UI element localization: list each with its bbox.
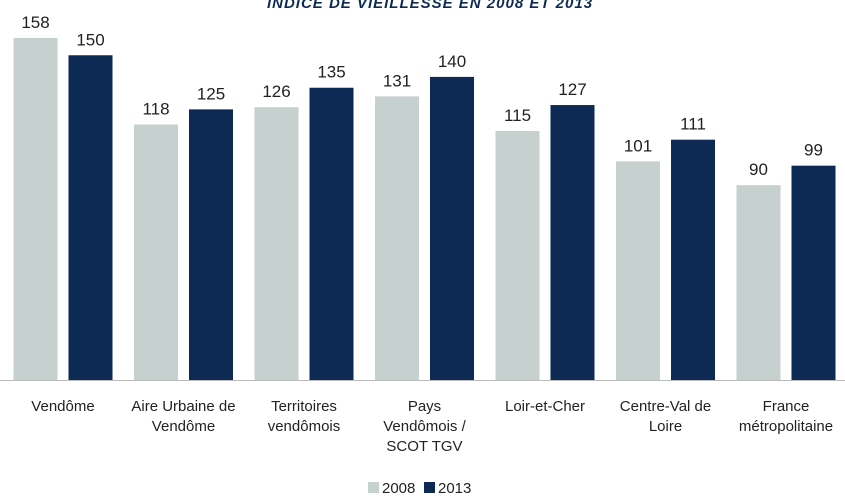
x-tick-label: Loir-et-Cher (504, 398, 586, 415)
bar (495, 131, 540, 380)
legend-swatch (368, 482, 379, 493)
chart-title: INDICE DE VIEILLESSE EN 2008 ET 2013 (267, 0, 593, 12)
x-tick-label: France métropolitaine (738, 398, 834, 435)
x-tick-label: Centre-Val de Loire (619, 398, 712, 435)
bar (550, 105, 595, 381)
bar (189, 109, 233, 380)
legend-swatch (424, 482, 435, 493)
bar (430, 76, 474, 381)
value-label: 131 (383, 71, 411, 90)
value-label: 99 (804, 141, 823, 160)
x-tick-label: Pays Vendômois / SCOT TGV (383, 398, 466, 455)
value-label: 150 (76, 30, 104, 49)
value-label: 90 (749, 160, 768, 179)
bar (254, 107, 299, 381)
bar (791, 165, 836, 380)
bar (375, 96, 419, 380)
value-label: 111 (680, 115, 706, 134)
value-label: 135 (317, 63, 345, 82)
bar (616, 161, 660, 380)
bar (68, 55, 113, 380)
value-label: 126 (262, 82, 290, 101)
value-label: 101 (624, 136, 652, 155)
x-tick-label: Aire Urbaine de Vendôme (131, 398, 236, 435)
x-tick-label: Territoires vendômois (267, 398, 341, 435)
bar (134, 124, 178, 380)
bar (309, 87, 354, 380)
value-label: 118 (142, 100, 169, 119)
legend-label: 2008 (382, 480, 415, 497)
value-label: 127 (558, 80, 586, 99)
bar (13, 37, 58, 381)
value-label: 140 (438, 52, 466, 71)
value-label: 158 (21, 13, 49, 32)
legend-label: 2013 (438, 480, 471, 497)
bar (736, 185, 781, 380)
value-label: 115 (504, 106, 531, 125)
bar (671, 139, 715, 380)
x-tick-label: Vendôme (31, 398, 95, 415)
value-label: 125 (197, 84, 225, 103)
